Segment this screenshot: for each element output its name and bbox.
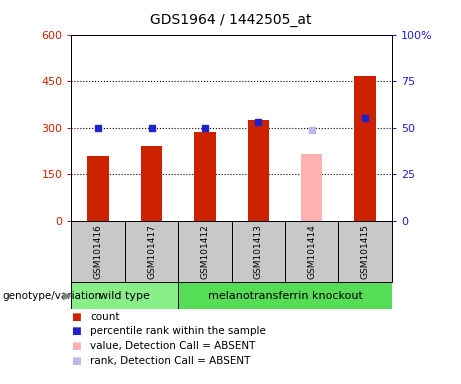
Text: ■: ■ [71, 356, 81, 366]
Text: GSM101414: GSM101414 [307, 224, 316, 279]
Bar [71, 282, 178, 309]
Bar [125, 221, 178, 282]
Text: GDS1964 / 1442505_at: GDS1964 / 1442505_at [150, 13, 311, 27]
Text: wild type: wild type [100, 291, 150, 301]
Text: value, Detection Call = ABSENT: value, Detection Call = ABSENT [90, 341, 255, 351]
Bar [88, 156, 109, 221]
Text: count: count [90, 312, 119, 322]
Text: melanotransferrin knockout: melanotransferrin knockout [207, 291, 362, 301]
Bar [178, 282, 392, 309]
Bar [178, 221, 231, 282]
Text: ■: ■ [71, 312, 81, 322]
Bar [141, 146, 162, 221]
Bar [355, 76, 376, 221]
Bar [248, 120, 269, 221]
Bar [194, 132, 216, 221]
Bar [285, 221, 338, 282]
Bar [231, 221, 285, 282]
Text: GSM101413: GSM101413 [254, 224, 263, 279]
Text: GSM101412: GSM101412 [201, 224, 209, 279]
Text: percentile rank within the sample: percentile rank within the sample [90, 326, 266, 336]
Text: rank, Detection Call = ABSENT: rank, Detection Call = ABSENT [90, 356, 250, 366]
Text: ■: ■ [71, 326, 81, 336]
Text: genotype/variation: genotype/variation [2, 291, 101, 301]
Text: GSM101417: GSM101417 [147, 224, 156, 279]
Bar [301, 154, 322, 221]
Text: GSM101416: GSM101416 [94, 224, 103, 279]
Text: ▶: ▶ [63, 291, 71, 301]
Bar [71, 221, 125, 282]
Bar [338, 221, 392, 282]
Text: ■: ■ [71, 341, 81, 351]
Text: GSM101415: GSM101415 [361, 224, 370, 279]
